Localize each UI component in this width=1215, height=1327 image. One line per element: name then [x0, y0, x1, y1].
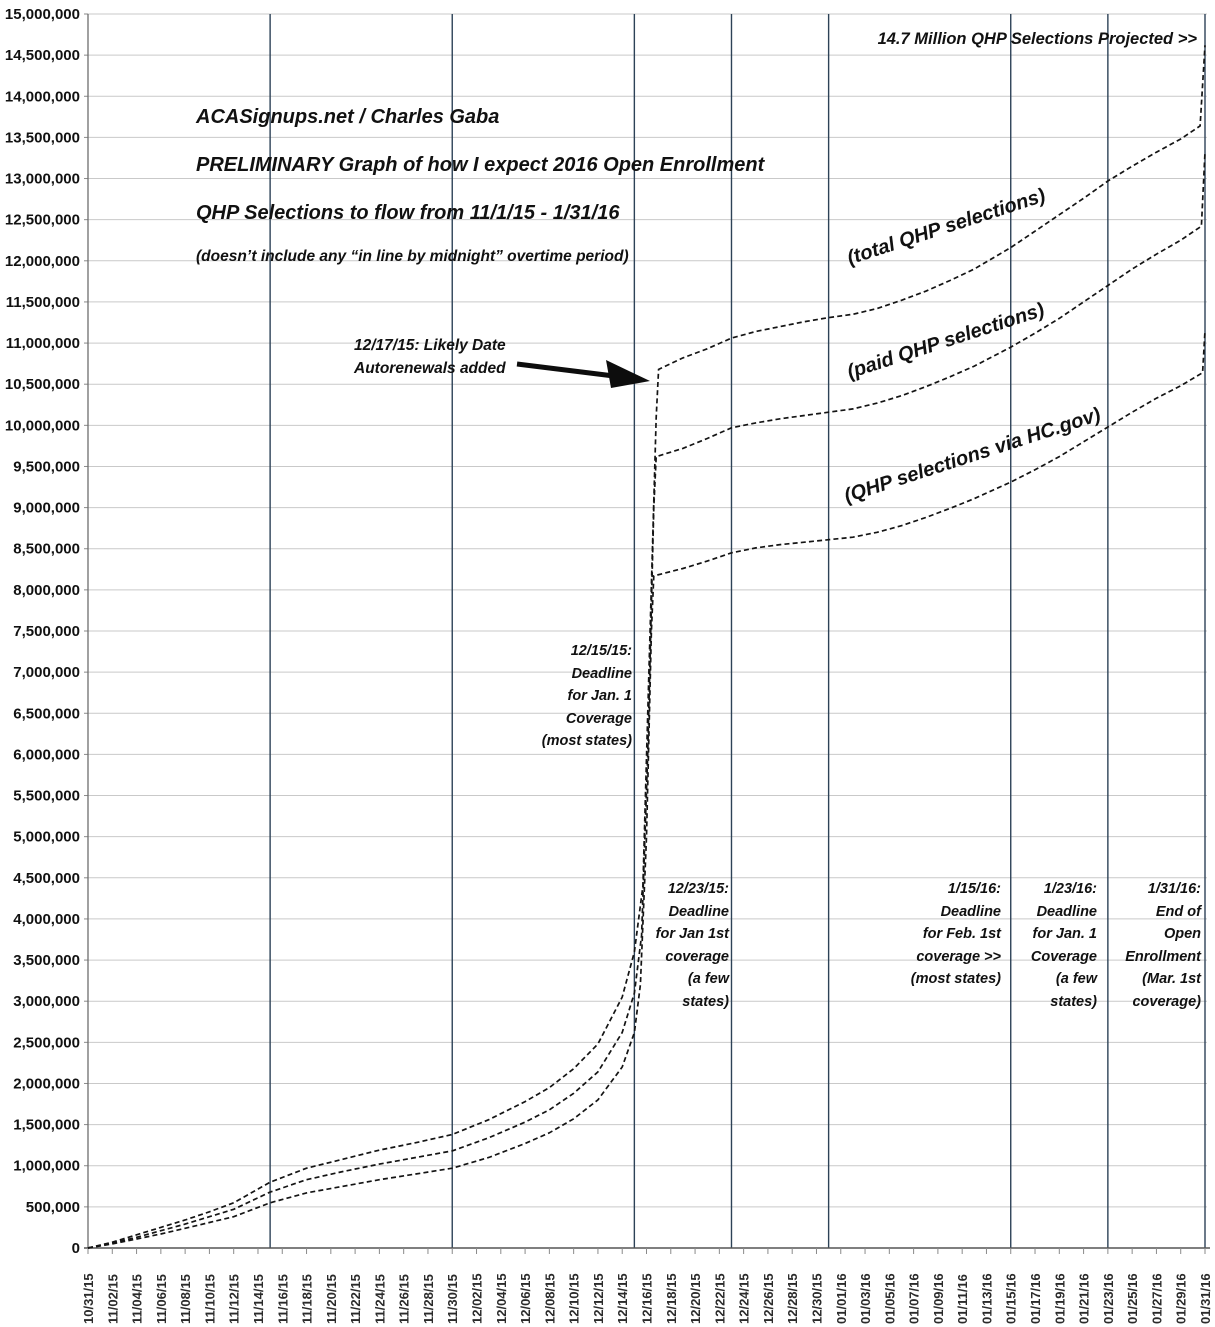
y-axis-tick-label: 6,500,000 [13, 705, 80, 722]
y-axis-tick-label: 4,000,000 [13, 911, 80, 928]
y-axis-tick-label: 500,000 [26, 1199, 80, 1216]
x-axis-tick-label: 12/08/15 [542, 1273, 557, 1324]
y-axis-tick-label: 2,500,000 [13, 1034, 80, 1051]
y-axis-tick-label: 10,000,000 [5, 417, 80, 434]
x-axis-tick-label: 12/20/15 [688, 1273, 703, 1324]
y-axis-tick-label: 11,500,000 [6, 294, 80, 311]
x-axis-tick-label: 01/11/16 [955, 1274, 970, 1324]
x-axis-tick-label: 12/02/15 [470, 1273, 485, 1324]
y-axis-tick-label: 7,500,000 [13, 623, 80, 640]
y-axis-tick-label: 15,000,000 [5, 6, 80, 23]
y-axis-tick-label: 9,000,000 [13, 500, 80, 517]
y-axis-tick-label: 8,500,000 [13, 541, 80, 558]
x-axis-tick-label: 01/13/16 [979, 1273, 994, 1324]
x-axis-tick-label: 11/06/15 [154, 1274, 169, 1324]
x-axis-tick-label: 01/21/16 [1077, 1273, 1092, 1324]
y-axis-tick-label: 7,000,000 [13, 664, 80, 681]
x-axis-tick-label: 01/07/16 [907, 1273, 922, 1324]
y-axis-tick-label: 14,500,000 [5, 47, 80, 64]
curve-series-0 [87, 45, 1206, 1249]
x-axis-tick-label: 12/30/15 [809, 1273, 824, 1324]
y-axis-tick-label: 0 [72, 1240, 80, 1257]
y-axis-tick-label: 12,000,000 [5, 253, 80, 270]
x-axis-tick-label: 12/06/15 [518, 1273, 533, 1324]
autorenewal-arrow [606, 360, 650, 388]
y-axis-tick-label: 8,000,000 [13, 582, 80, 599]
curve-series-2 [87, 330, 1206, 1249]
x-axis-tick-label: 01/25/16 [1125, 1273, 1140, 1324]
x-axis-tick-label: 11/24/15 [372, 1274, 387, 1324]
x-axis-tick-label: 01/15/16 [1004, 1273, 1019, 1324]
y-axis-tick-label: 12,500,000 [5, 212, 80, 229]
y-axis-tick-label: 1,000,000 [13, 1158, 80, 1175]
x-axis-tick-label: 01/19/16 [1052, 1273, 1067, 1324]
x-axis-tick-label: 11/22/15 [348, 1274, 363, 1324]
y-axis-tick-label: 9,500,000 [13, 458, 80, 475]
x-axis-tick-label: 12/10/15 [567, 1273, 582, 1324]
x-axis-tick-label: 11/02/15 [105, 1274, 120, 1324]
x-axis-tick-label: 12/28/15 [785, 1273, 800, 1324]
x-axis-tick-label: 11/28/15 [421, 1274, 436, 1324]
x-axis-tick-label: 01/17/16 [1028, 1273, 1043, 1324]
y-axis-tick-label: 11,000,000 [6, 335, 80, 352]
x-axis-tick-label: 11/14/15 [251, 1274, 266, 1324]
x-axis-tick-label: 11/10/15 [202, 1274, 217, 1324]
x-axis-tick-label: 11/26/15 [397, 1274, 412, 1324]
x-axis-tick-label: 01/31/16 [1198, 1273, 1213, 1324]
x-axis-tick-label: 01/05/16 [882, 1273, 897, 1324]
x-axis-tick-label: 01/09/16 [931, 1273, 946, 1324]
x-axis-tick-label: 01/27/16 [1149, 1273, 1164, 1324]
x-axis-tick-label: 12/22/15 [712, 1273, 727, 1324]
y-axis-tick-label: 3,500,000 [13, 952, 80, 969]
x-axis-tick-label: 11/16/15 [275, 1274, 290, 1324]
x-axis-tick-label: 12/04/15 [494, 1273, 509, 1324]
x-axis-tick-label: 12/24/15 [737, 1273, 752, 1324]
y-axis-tick-label: 5,500,000 [13, 788, 80, 805]
x-axis-tick-label: 01/29/16 [1174, 1273, 1189, 1324]
y-axis-tick-label: 2,000,000 [13, 1075, 80, 1092]
y-axis-tick-label: 6,000,000 [13, 746, 80, 763]
y-axis-tick-label: 4,500,000 [13, 870, 80, 887]
x-axis-tick-label: 11/30/15 [445, 1274, 460, 1324]
x-axis-tick-label: 11/18/15 [300, 1274, 315, 1324]
curve-series-1 [87, 152, 1206, 1249]
x-axis-tick-label: 11/04/15 [130, 1274, 145, 1324]
x-axis-tick-label: 01/03/16 [858, 1273, 873, 1324]
x-axis-tick-label: 11/20/15 [324, 1274, 339, 1324]
y-axis-tick-label: 13,000,000 [5, 171, 80, 188]
x-axis-tick-label: 12/18/15 [664, 1273, 679, 1324]
x-axis-tick-label: 12/12/15 [591, 1273, 606, 1324]
y-axis-tick-label: 3,000,000 [13, 993, 80, 1010]
y-axis-tick-label: 1,500,000 [13, 1117, 80, 1134]
x-axis-tick-label: 01/01/16 [834, 1273, 849, 1324]
x-axis-tick-label: 10/31/15 [81, 1273, 96, 1324]
x-axis-tick-label: 11/08/15 [178, 1274, 193, 1324]
x-axis-tick-label: 12/26/15 [761, 1273, 776, 1324]
y-axis-tick-label: 13,500,000 [5, 129, 80, 146]
y-axis-tick-label: 14,000,000 [5, 88, 80, 105]
y-axis-tick-label: 10,500,000 [5, 376, 80, 393]
y-axis-tick-label: 5,000,000 [13, 829, 80, 846]
x-axis-tick-label: 11/12/15 [227, 1274, 242, 1324]
x-axis-tick-label: 12/16/15 [640, 1273, 655, 1324]
x-axis-tick-label: 12/14/15 [615, 1273, 630, 1324]
x-axis-tick-label: 01/23/16 [1101, 1273, 1116, 1324]
